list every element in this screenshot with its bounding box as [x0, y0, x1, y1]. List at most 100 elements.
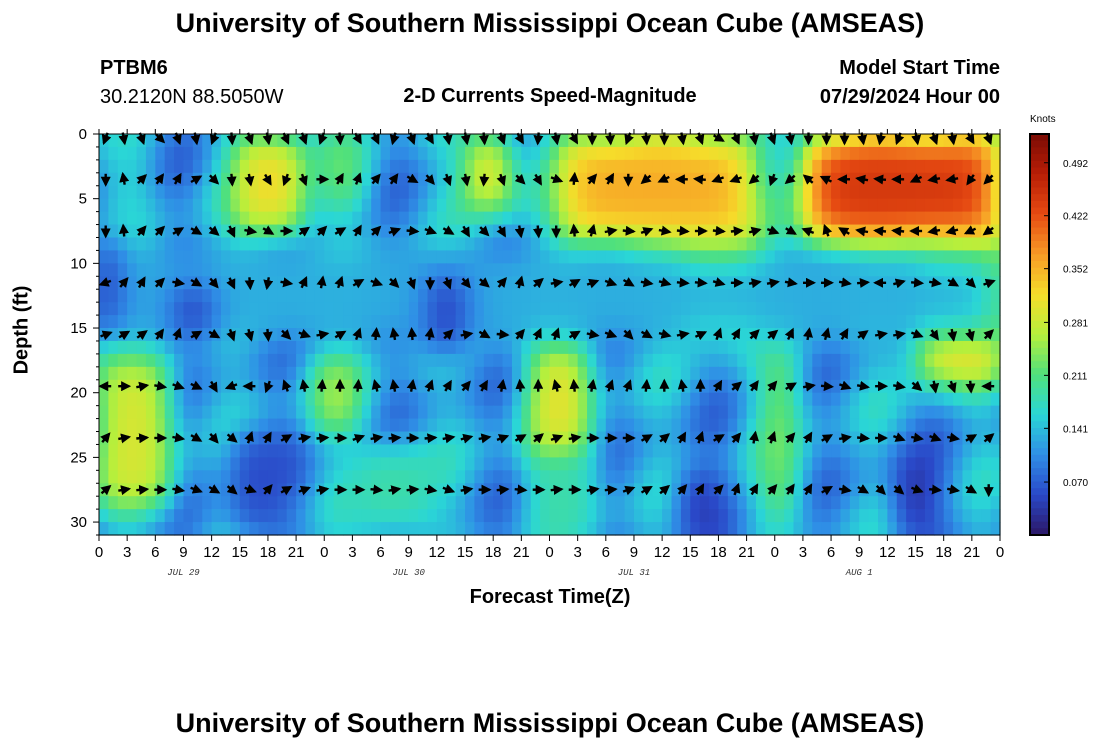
- heat-cell: [314, 496, 325, 510]
- heat-cell: [896, 340, 907, 355]
- heat-cell: [239, 146, 250, 161]
- heat-cell: [943, 315, 954, 329]
- heat-cell: [671, 379, 682, 394]
- heat-cell: [596, 172, 607, 187]
- heat-cell: [174, 340, 185, 355]
- axes: 0 3 6 9 12 15 18 21 0 3 6 9 12 15 18 21 0 3 6 9 12 15 18 21 0 3 6 9…: [70, 126, 1004, 578]
- heat-cell: [230, 509, 241, 523]
- heat-cell: [709, 522, 720, 536]
- heat-cell: [211, 496, 222, 510]
- heat-cell: [502, 237, 513, 252]
- current-arrow: [604, 484, 618, 495]
- current-arrow: [334, 227, 347, 237]
- heat-cell: [737, 172, 748, 187]
- heat-cell: [737, 379, 748, 394]
- heat-cell: [896, 198, 907, 213]
- heat-cell: [624, 509, 635, 523]
- heat-cell: [540, 418, 551, 433]
- heat-cell: [887, 263, 898, 277]
- heat-cell: [483, 496, 494, 510]
- heat-cell: [962, 353, 973, 368]
- heat-cell: [680, 418, 691, 433]
- heat-cell: [577, 418, 588, 433]
- heat-cell: [530, 237, 541, 252]
- heat-cell: [812, 224, 823, 239]
- heat-cell: [577, 146, 588, 161]
- heat-cell: [962, 392, 973, 407]
- heat-cell: [371, 470, 382, 484]
- heat-cell: [530, 185, 541, 200]
- heat-cell: [990, 172, 1001, 187]
- colorbar-segment: [1030, 307, 1049, 316]
- colorbar-segment: [1030, 200, 1049, 209]
- heat-cell: [915, 340, 926, 355]
- heat-cell: [877, 289, 888, 303]
- heat-cell: [221, 366, 231, 381]
- x-tick-label: 6: [151, 544, 159, 561]
- heat-cell: [690, 302, 701, 316]
- heat-cell: [540, 315, 551, 329]
- x-tick-label: 0: [771, 544, 779, 561]
- heat-cell: [296, 496, 307, 510]
- heat-cell: [230, 522, 241, 536]
- current-arrow: [298, 173, 308, 187]
- heat-cell: [371, 366, 382, 381]
- heat-cell: [183, 496, 194, 510]
- heat-cell: [155, 211, 166, 226]
- heat-cell: [493, 159, 504, 174]
- heat-cell: [934, 146, 945, 161]
- heat-cell: [831, 276, 842, 290]
- current-arrow: [136, 433, 150, 444]
- heat-cell: [587, 444, 598, 458]
- heat-cell: [286, 302, 297, 316]
- heat-cell: [953, 198, 964, 213]
- heat-cell: [662, 470, 673, 484]
- heat-cell: [540, 509, 551, 523]
- heat-cell: [840, 353, 851, 368]
- heat-cell: [727, 496, 738, 510]
- heat-cell: [662, 237, 673, 252]
- heat-cell: [164, 134, 175, 148]
- heat-cell: [108, 483, 119, 497]
- heat-cell: [652, 159, 663, 174]
- heat-cell: [662, 496, 673, 510]
- heat-cell: [662, 289, 673, 303]
- heat-cell: [633, 328, 644, 342]
- heat-cell: [221, 509, 231, 523]
- heat-cell: [859, 302, 870, 316]
- heat-cell: [877, 146, 888, 161]
- heat-cell: [680, 237, 691, 252]
- heat-cell: [755, 198, 766, 213]
- heat-cell: [221, 211, 231, 226]
- heat-cell: [868, 237, 879, 252]
- heat-cell: [267, 198, 278, 213]
- heat-cell: [174, 509, 185, 523]
- heat-cell: [455, 315, 466, 329]
- heat-cell: [296, 353, 307, 368]
- heat-cell: [333, 159, 344, 174]
- heat-cell: [389, 340, 400, 355]
- heat-cell: [774, 263, 785, 277]
- heat-cell: [127, 134, 138, 148]
- colorbar-segment: [1030, 207, 1049, 215]
- heat-cell: [709, 211, 720, 226]
- heat-cell: [99, 172, 109, 187]
- heat-cell: [127, 340, 138, 355]
- heat-cell: [202, 328, 213, 342]
- current-arrow: [748, 226, 762, 237]
- heat-cell: [615, 496, 626, 510]
- heat-cell: [793, 522, 804, 536]
- current-arrow: [119, 171, 130, 185]
- heat-cell: [699, 366, 710, 381]
- heat-cell: [615, 444, 626, 458]
- heat-cell: [812, 470, 823, 484]
- heat-cell: [305, 134, 316, 148]
- heat-cell: [633, 522, 644, 536]
- heat-cell: [737, 444, 748, 458]
- heat-cell: [727, 470, 738, 484]
- heat-cell: [624, 522, 635, 536]
- heat-cell: [408, 340, 419, 355]
- heat-cell: [831, 496, 842, 510]
- heat-cell: [924, 457, 935, 471]
- heat-cell: [624, 353, 635, 368]
